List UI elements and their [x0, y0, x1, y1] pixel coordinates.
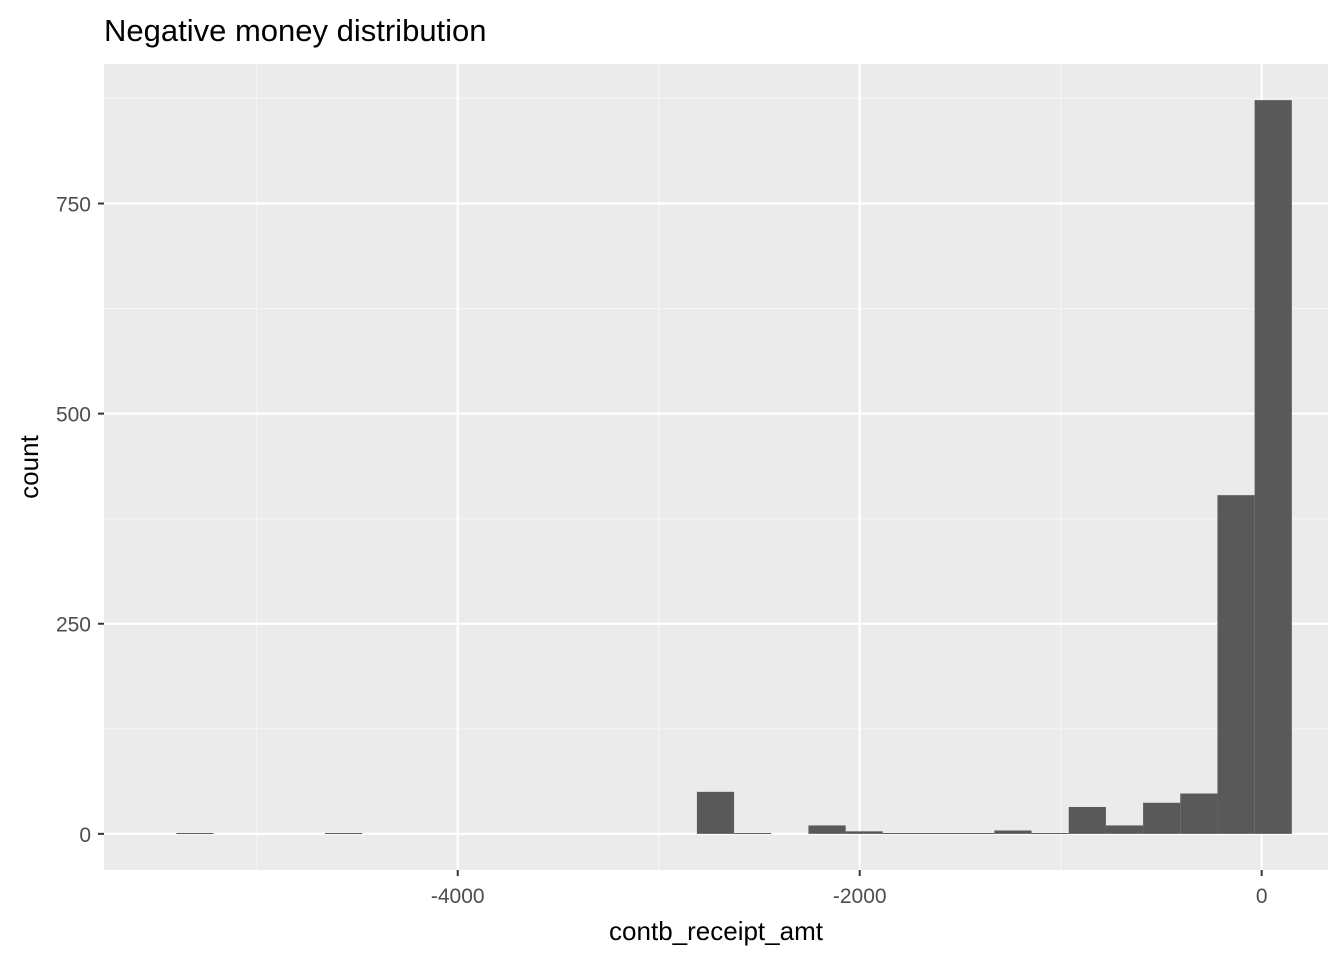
- histogram-bar: [845, 831, 883, 834]
- y-tick-label: 250: [56, 614, 91, 637]
- histogram-bar: [325, 833, 363, 835]
- histogram-bars: [176, 100, 1292, 835]
- y-tick-label: 500: [56, 404, 91, 427]
- histogram-bar: [734, 833, 772, 835]
- histogram-bar: [1068, 806, 1106, 834]
- chart-title: Negative money distribution: [104, 13, 487, 48]
- histogram-bar: [957, 833, 995, 835]
- histogram-bar: [882, 833, 920, 835]
- histogram-bar: [1254, 100, 1292, 834]
- x-tick-label: -4000: [431, 885, 485, 908]
- histogram-bar: [808, 825, 846, 834]
- histogram-bar: [994, 830, 1032, 834]
- histogram-bar: [176, 833, 214, 835]
- x-axis-label: contb_receipt_amt: [609, 916, 824, 946]
- histogram-bar: [1180, 793, 1218, 834]
- y-tick-label: 0: [79, 824, 91, 847]
- histogram-bar: [1031, 833, 1069, 835]
- histogram-bar: [1217, 495, 1255, 834]
- y-tick-label: 750: [56, 194, 91, 217]
- histogram-bar: [1105, 825, 1144, 834]
- x-tick-label: 0: [1256, 885, 1268, 908]
- x-axis: -4000 -2000 0: [431, 870, 1268, 908]
- plot-panel: [104, 64, 1328, 870]
- y-axis: 0 250 500 750: [56, 194, 104, 847]
- histogram-bar: [1143, 802, 1181, 834]
- histogram-bar: [696, 791, 735, 834]
- x-tick-label: -2000: [833, 885, 887, 908]
- minor-gridlines: [104, 64, 1328, 870]
- y-axis-label: count: [14, 434, 44, 498]
- histogram-bar: [920, 833, 958, 835]
